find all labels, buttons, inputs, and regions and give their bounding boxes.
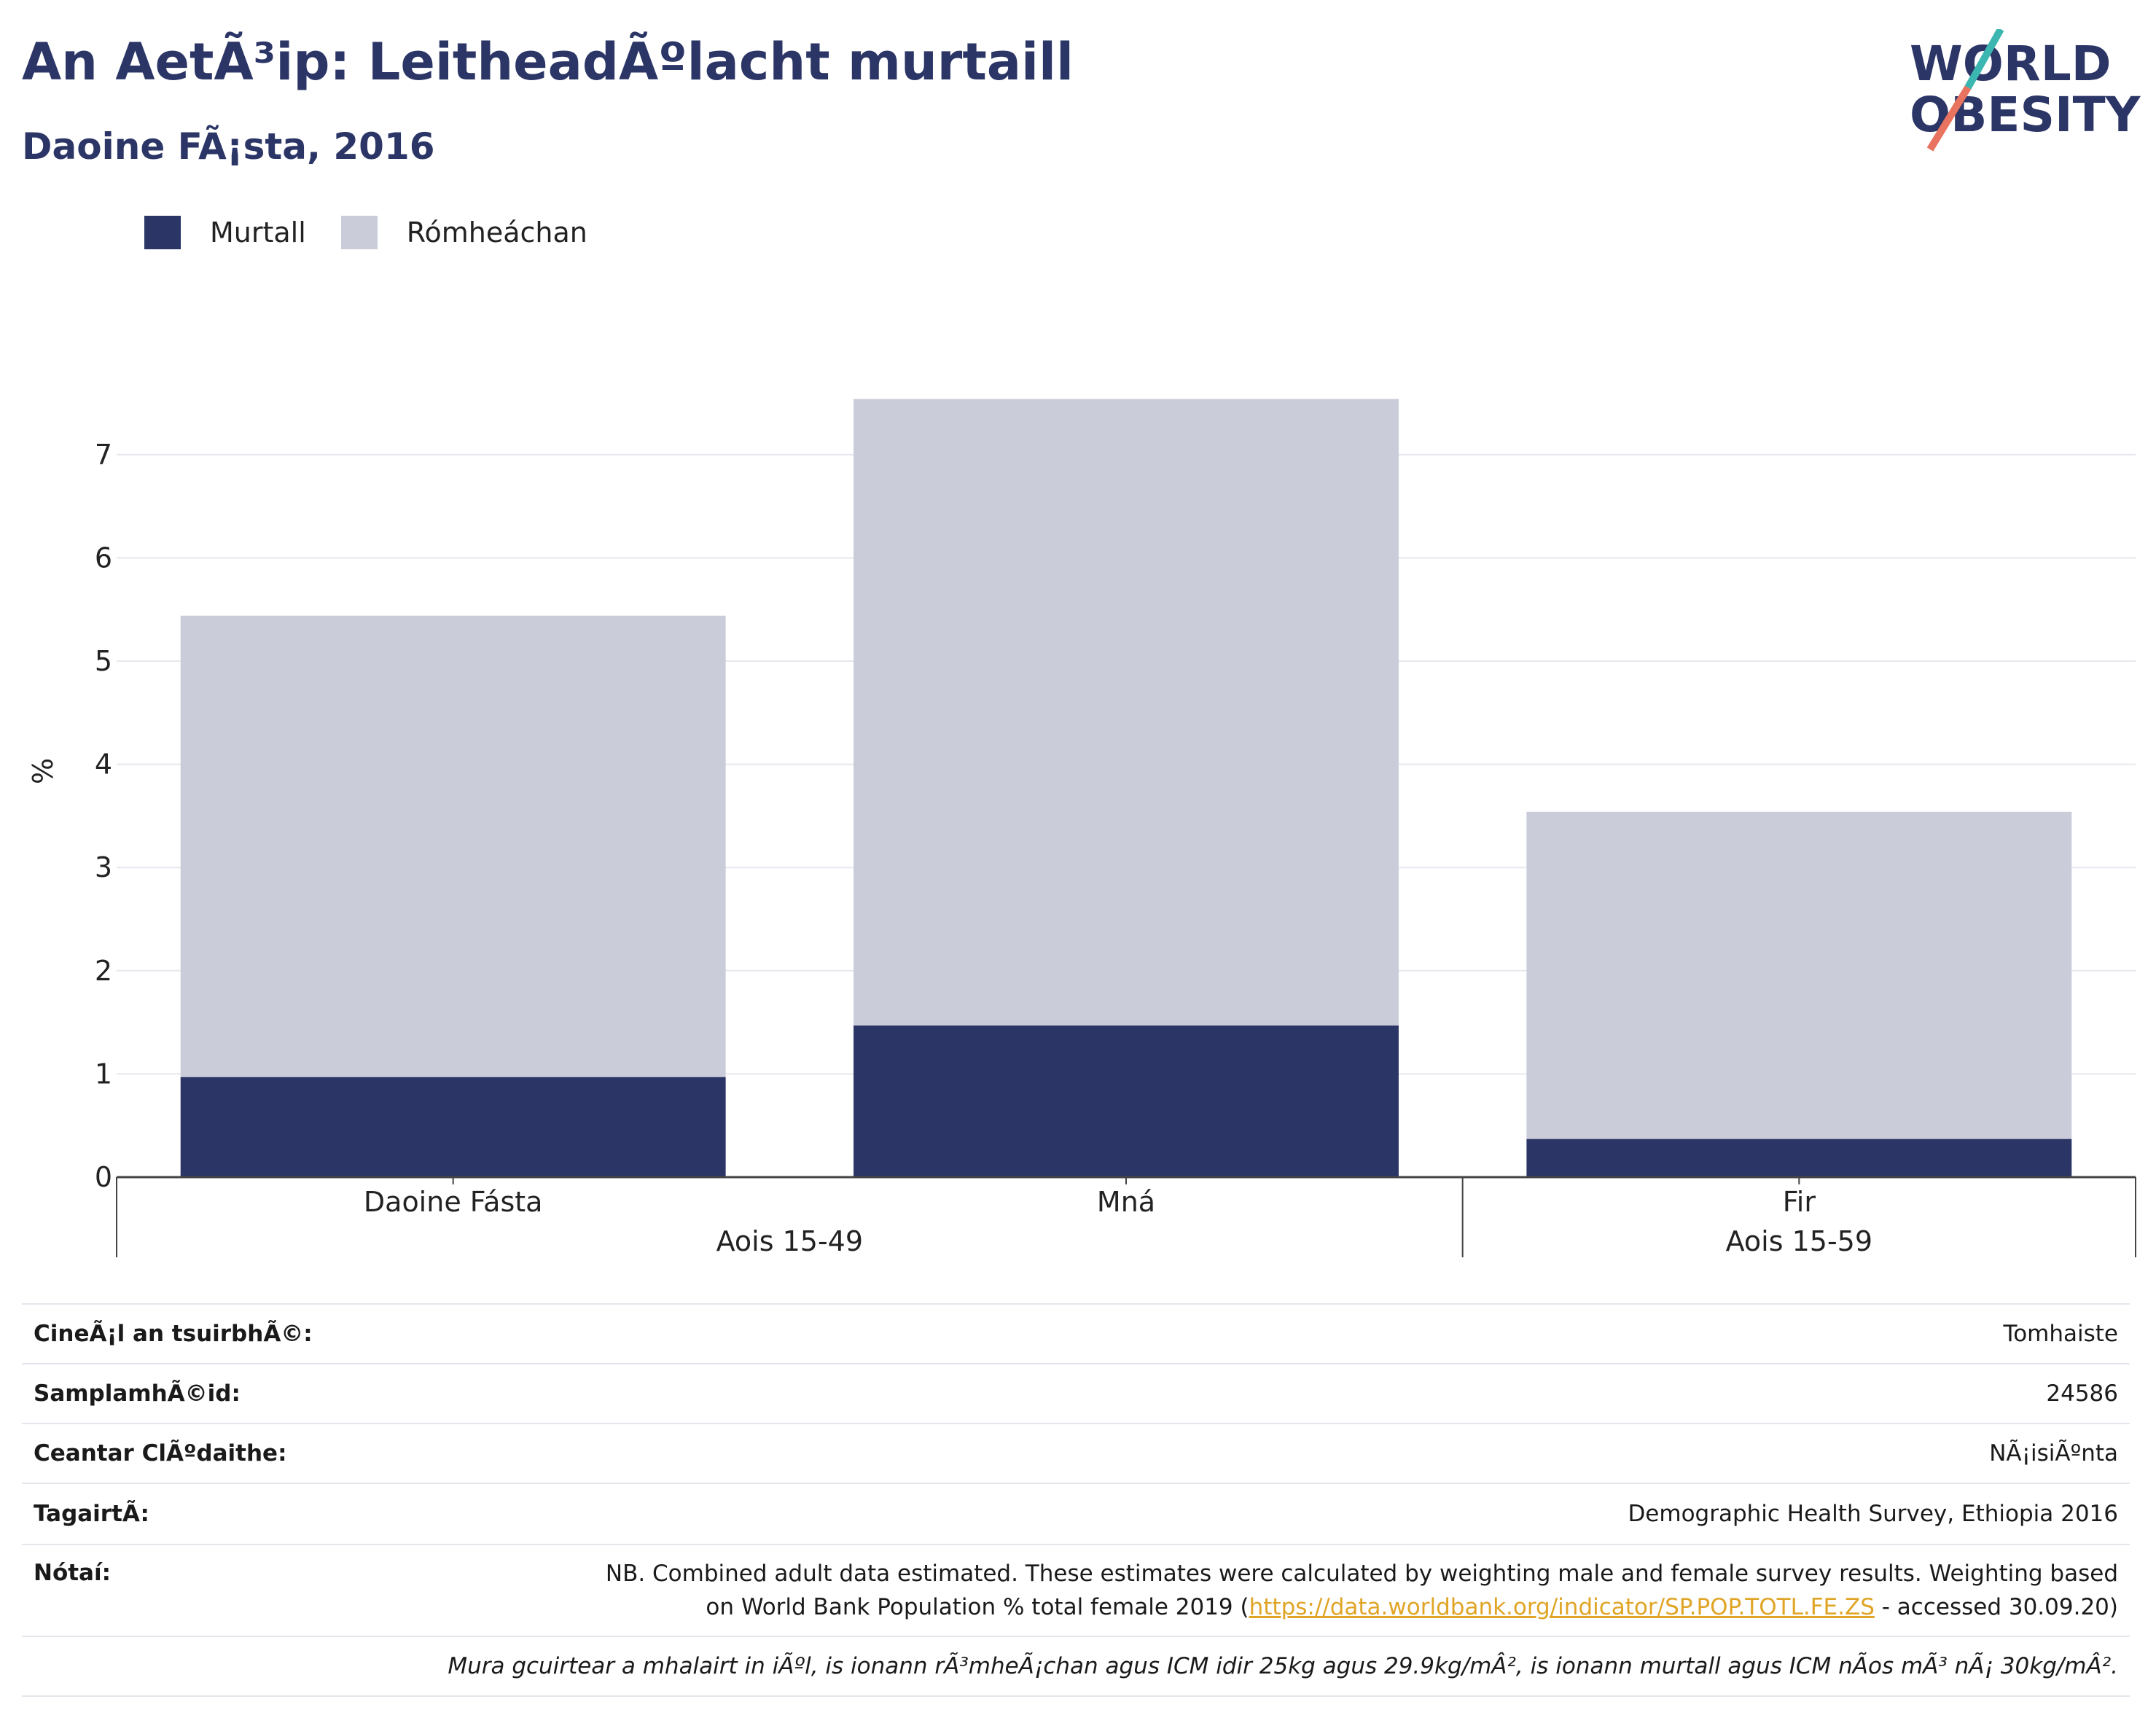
notes-line2-prefix: on World Bank Population % total female … xyxy=(706,1594,1249,1620)
detail-value: Demographic Health Survey, Ethiopia 2016 xyxy=(453,1483,2130,1544)
detail-row-survey-type: CineÃ¡l an tsuirbhÃ©: Tomhaiste xyxy=(22,1303,2130,1364)
detail-value: NB. Combined adult data estimated. These… xyxy=(453,1544,2130,1636)
bar-obese xyxy=(1526,1139,2072,1177)
world-obesity-logo: WORLD OBESITY xyxy=(1910,29,2141,152)
y-tick-label: 1 xyxy=(95,1058,112,1090)
bar-chart: 0 1 2 3 4 5 6 7 Daoine Fásta Mná Fir Aois 15-49 Aois… xyxy=(27,399,2136,1257)
x-tick-label: Daoine Fásta xyxy=(364,1186,543,1218)
axes: 0 1 2 3 4 5 6 7 Daoine Fásta Mná Fir Aois 15-49 Aois… xyxy=(95,439,2136,1257)
detail-row-reference: TagairtÃ: Demographic Health Survey, Eth… xyxy=(22,1483,2130,1544)
legend-swatch-obese xyxy=(144,216,181,249)
y-axis-label: % xyxy=(27,758,59,784)
bar-obese xyxy=(180,1077,726,1177)
y-tick-label: 5 xyxy=(95,645,112,677)
detail-row-sample-size: SamplamhÃ©id: 24586 xyxy=(22,1363,2130,1423)
survey-details-table: CineÃ¡l an tsuirbhÃ©: Tomhaiste Samplamh… xyxy=(22,1303,2130,1697)
bar-overweight xyxy=(854,399,1399,1026)
detail-label: TagairtÃ: xyxy=(22,1483,453,1544)
page-title: An AetÃ³ip: LeitheadÃºlacht murtaill xyxy=(22,32,1074,92)
x-group-label: Aois 15-49 xyxy=(716,1225,863,1257)
x-tick-label: Fir xyxy=(1783,1186,1816,1218)
chart-legend: Murtall Rómheáchan xyxy=(144,216,622,249)
y-tick-label: 0 xyxy=(95,1161,112,1193)
legend-item-obese[interactable]: Murtall xyxy=(144,216,306,249)
bar-obese xyxy=(854,1025,1399,1177)
legend-swatch-overweight xyxy=(340,216,378,249)
logo-slash-bottom xyxy=(1926,85,1972,152)
notes-line2-suffix: - accessed 30.09.20) xyxy=(1874,1594,2118,1620)
y-tick-label: 6 xyxy=(95,542,112,574)
bars xyxy=(180,399,2072,1177)
x-group-label: Aois 15-59 xyxy=(1726,1225,1872,1257)
bmi-footnote: Mura gcuirtear a mhalairt in iÃºl, is io… xyxy=(22,1636,2130,1697)
y-tick-label: 4 xyxy=(95,749,112,781)
legend-label-overweight: Rómheáchan xyxy=(406,216,587,249)
bar-overweight xyxy=(1526,811,2072,1139)
detail-label: CineÃ¡l an tsuirbhÃ©: xyxy=(22,1303,453,1364)
detail-value: 24586 xyxy=(453,1363,2130,1423)
logo-slash-top xyxy=(1964,29,2004,90)
y-tick-label: 7 xyxy=(95,439,112,471)
y-tick-label: 3 xyxy=(95,851,112,883)
legend-label-obese: Murtall xyxy=(210,216,306,249)
detail-row-footnote: Mura gcuirtear a mhalairt in iÃºl, is io… xyxy=(22,1636,2130,1697)
legend-item-overweight[interactable]: Rómheáchan xyxy=(340,216,587,249)
detail-label: Nótaí: xyxy=(22,1544,453,1636)
x-tick-label: Mná xyxy=(1097,1186,1155,1218)
bar-overweight xyxy=(180,615,726,1077)
worldbank-link[interactable]: https://data.worldbank.org/indicator/SP.… xyxy=(1249,1594,1875,1620)
detail-row-notes: Nótaí: NB. Combined adult data estimated… xyxy=(22,1544,2130,1636)
y-tick-label: 2 xyxy=(95,955,112,987)
detail-label: Ceantar ClÃºdaithe: xyxy=(22,1423,453,1483)
logo-line1: WORLD xyxy=(1910,36,2112,92)
detail-value: Tomhaiste xyxy=(453,1303,2130,1364)
detail-value: NÃ¡isiÃºnta xyxy=(453,1423,2130,1483)
notes-line1: NB. Combined adult data estimated. These… xyxy=(605,1561,2118,1587)
detail-row-area: Ceantar ClÃºdaithe: NÃ¡isiÃºnta xyxy=(22,1423,2130,1483)
detail-label: SamplamhÃ©id: xyxy=(22,1363,453,1423)
page-subtitle: Daoine FÃ¡sta, 2016 xyxy=(22,125,435,168)
